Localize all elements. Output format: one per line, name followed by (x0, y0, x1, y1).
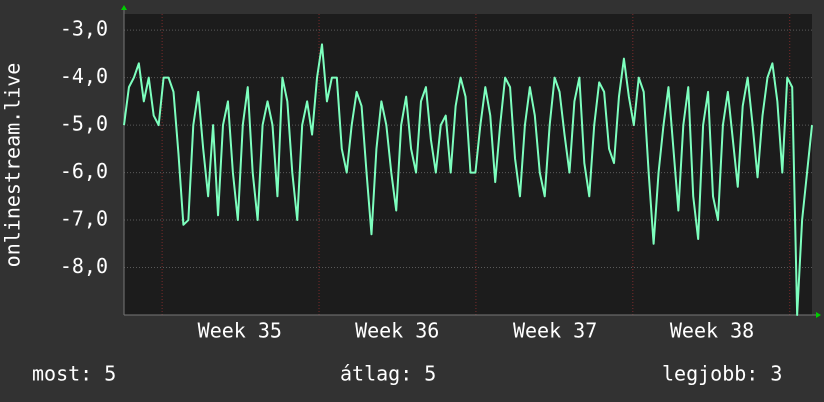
footer-average: átlag: 5 (340, 362, 436, 386)
y-tick-label: -7,0 (60, 207, 108, 231)
y-tick-label: -3,0 (60, 17, 108, 41)
y-axis-label: onlinestream.live (1, 63, 25, 268)
x-tick-label: Week 36 (355, 319, 439, 343)
x-tick-label: Week 35 (198, 319, 282, 343)
footer-best: legjobb: 3 (662, 362, 782, 386)
footer-current: most: 5 (32, 362, 116, 386)
y-tick-label: -5,0 (60, 112, 108, 136)
x-tick-label: Week 38 (670, 319, 754, 343)
plot-area (124, 14, 812, 315)
x-axis-arrow (816, 312, 821, 318)
y-axis-arrow (121, 5, 127, 10)
y-tick-label: -4,0 (60, 64, 108, 88)
x-tick-label: Week 37 (513, 319, 597, 343)
y-tick-label: -8,0 (60, 254, 108, 278)
y-tick-label: -6,0 (60, 159, 108, 183)
data-line (123, 43, 813, 316)
